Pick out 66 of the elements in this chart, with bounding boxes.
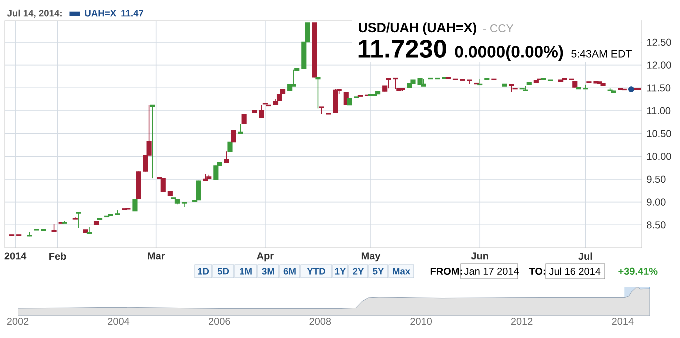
text: Jul 16 2014	[549, 268, 601, 276]
x-tick-label: 2014	[612, 318, 634, 326]
text: 1D	[198, 268, 210, 275]
candlestick	[231, 130, 236, 143]
annotation: 5:43AM EDT	[572, 50, 632, 58]
x-tick-label: Feb	[50, 252, 66, 260]
y-tick-label: 9.50	[647, 176, 666, 184]
candlestick	[115, 210, 120, 216]
candlestick	[228, 142, 233, 152]
x-tick-label: 2006	[209, 318, 230, 326]
x-tick-label: 2012	[511, 318, 533, 326]
text: 1Y	[335, 268, 346, 275]
x-tick-label: Jun	[471, 252, 488, 260]
candlestick	[238, 124, 244, 135]
text: +39.41%	[618, 268, 658, 276]
y-tick-label: 12.00	[647, 62, 672, 69]
annotation: 11.7230	[358, 40, 446, 58]
candlestick	[344, 92, 349, 106]
x-tick-label: 2008	[310, 318, 332, 326]
text: YTD	[307, 268, 326, 275]
text: 6M	[284, 268, 296, 275]
candlestick	[523, 86, 528, 92]
candlestick	[196, 180, 202, 201]
candlestick	[242, 114, 247, 125]
x-tick-label: Jul	[578, 252, 592, 260]
candlestick	[316, 76, 321, 110]
y-tick-label: 9.00	[647, 198, 666, 206]
text: Jan 17 2014	[464, 268, 520, 276]
text: Jul 14, 2014:	[7, 10, 62, 18]
candlestick	[259, 104, 264, 119]
text: 1M	[240, 268, 252, 275]
candlestick	[386, 78, 392, 89]
candlestick	[150, 104, 156, 179]
candlestick	[393, 78, 398, 90]
candlestick	[224, 151, 230, 164]
x-tick-label: Mar	[148, 252, 166, 260]
candlestick	[160, 178, 166, 193]
y-tick-label: 11.00	[647, 107, 671, 115]
x-tick-label: 2014	[4, 252, 27, 260]
candlestick	[214, 165, 219, 181]
x-tick-label: Apr	[257, 252, 274, 262]
text: TO:	[529, 268, 546, 276]
candlestick	[203, 174, 208, 182]
text: 2Y	[353, 268, 364, 275]
x-tick-label: 2004	[108, 318, 130, 326]
text: FROM:	[430, 268, 462, 276]
text: Max	[393, 268, 411, 275]
x-tick-label: 2010	[410, 318, 432, 326]
y-tick-label: 10.00	[647, 153, 672, 160]
text: 3M	[262, 268, 274, 275]
annotation: 0.0000(0.00%)	[455, 46, 564, 62]
text: 5Y	[373, 268, 384, 275]
candlestick	[478, 78, 483, 86]
text: 11.47	[122, 10, 144, 17]
y-tick-label: 12.50	[647, 38, 672, 46]
chart-subtitle: - CCY	[484, 24, 514, 33]
text: 5D	[218, 268, 230, 275]
y-tick-label: 11.50	[647, 84, 671, 92]
x-tick-label: 2002	[7, 318, 29, 326]
chart-title: USD/UAH (UAH=X)	[359, 22, 476, 36]
candlestick	[132, 199, 138, 212]
y-tick-label: 8.50	[647, 222, 666, 229]
x-tick-label: May	[362, 252, 381, 262]
candlestick	[333, 88, 338, 114]
legend-label: UAH=X	[85, 10, 116, 17]
y-tick-label: 10.50	[647, 130, 672, 138]
